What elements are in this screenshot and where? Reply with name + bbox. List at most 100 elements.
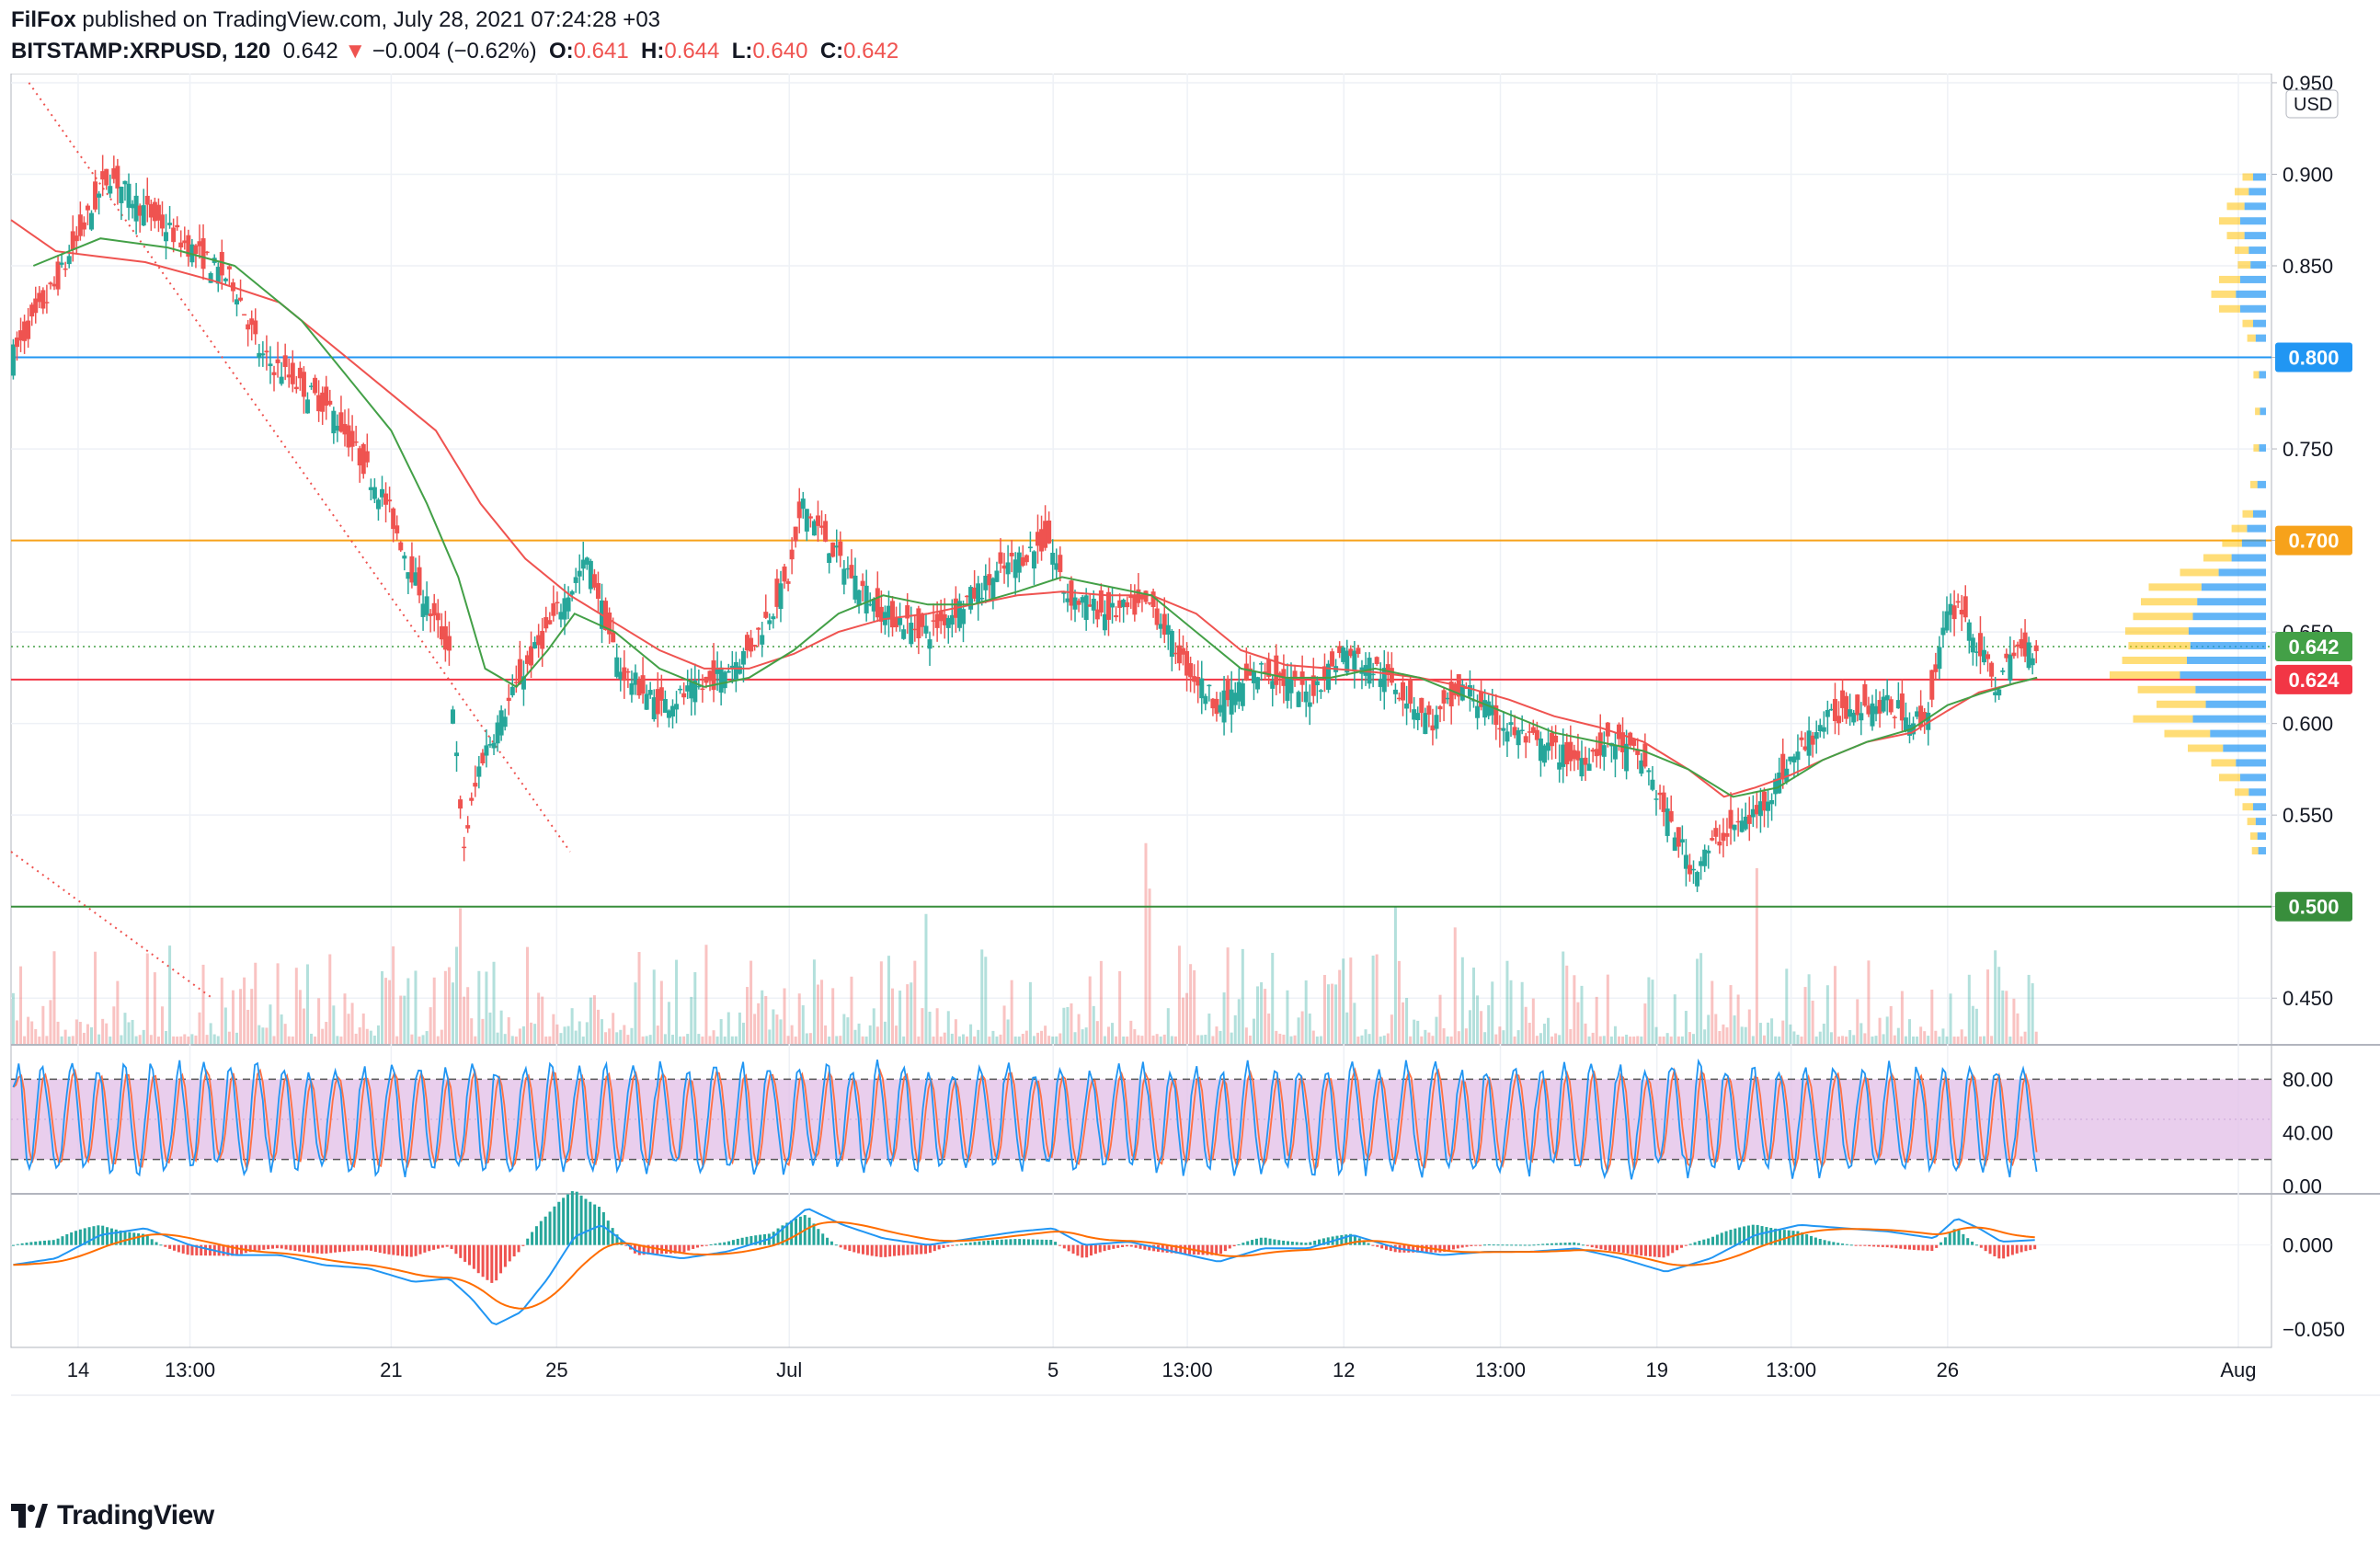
volume-bar: [839, 1036, 842, 1044]
volume-bar: [1502, 1030, 1505, 1044]
candle-body: [1639, 760, 1644, 774]
volume-bar: [183, 1034, 187, 1044]
candle-body: [1288, 680, 1294, 693]
macd-histogram-bar: [275, 1244, 279, 1249]
volume-bar: [1811, 1000, 1814, 1044]
macd-histogram-bar: [392, 1244, 395, 1255]
volume-bar: [950, 1033, 954, 1044]
volume-bar: [1762, 1035, 1766, 1044]
volume-bar: [172, 1036, 176, 1044]
macd-histogram-bar: [1376, 1244, 1379, 1247]
candle-body: [566, 597, 571, 612]
volume-bar: [1658, 1036, 1662, 1044]
brand-name[interactable]: TradingView: [57, 1500, 214, 1530]
volume-bar: [112, 1006, 116, 1044]
candle-body: [603, 601, 609, 631]
volume-profile-down: [2157, 700, 2206, 708]
volume-bar: [518, 1028, 521, 1044]
candle-body: [1926, 712, 1931, 730]
candle-body: [1721, 832, 1726, 842]
candle-body: [1091, 598, 1096, 611]
candle-body: [577, 570, 582, 577]
volume-bar: [503, 1034, 507, 1044]
macd-histogram-bar: [190, 1244, 194, 1255]
candle-body: [226, 266, 232, 269]
macd-histogram-bar: [1774, 1228, 1778, 1245]
candle-body: [1624, 743, 1630, 772]
volume-bar: [1833, 966, 1836, 1044]
volume-bar: [790, 1025, 794, 1044]
candle-body: [1594, 749, 1599, 757]
macd-histogram-bar: [1599, 1244, 1603, 1250]
macd-histogram-bar: [740, 1237, 744, 1245]
symbol-label[interactable]: BITSTAMP:XRPUSD, 120: [11, 39, 271, 63]
volume-bar: [384, 978, 388, 1044]
macd-histogram-bar: [557, 1201, 561, 1245]
volume-bar: [1300, 1011, 1304, 1044]
candle-body: [51, 283, 57, 287]
volume-profile-up: [2259, 444, 2266, 453]
volume-bar: [1919, 1026, 1923, 1044]
volume-bar: [30, 1021, 34, 1044]
volume-bar: [656, 1026, 659, 1044]
macd-histogram-bar: [262, 1244, 266, 1250]
candle-body: [1389, 668, 1394, 683]
volume-bar: [403, 995, 406, 1044]
volume-bar: [533, 1024, 537, 1044]
macd-histogram-bar: [1648, 1244, 1652, 1257]
macd-histogram-bar: [1416, 1244, 1420, 1253]
volume-bar: [1636, 1036, 1640, 1044]
candle-body: [956, 601, 962, 628]
macd-histogram-bar: [1715, 1234, 1719, 1245]
candle-body: [1597, 732, 1603, 756]
candle-body: [864, 585, 869, 613]
volume-profile-up: [2186, 656, 2266, 664]
volume-profile-down: [2222, 539, 2242, 547]
candle-body: [133, 195, 139, 222]
candle-body: [342, 424, 348, 435]
macd-histogram-bar: [718, 1243, 722, 1245]
macd-histogram-bar: [315, 1244, 319, 1254]
macd-histogram-bar: [159, 1244, 163, 1246]
candle-body: [22, 321, 28, 341]
candle-body: [40, 290, 46, 309]
macd-histogram-bar: [1581, 1244, 1585, 1246]
volume-bar: [1647, 977, 1651, 1044]
macd-histogram-bar: [723, 1242, 727, 1245]
volume-bar: [761, 990, 764, 1044]
candle-body: [524, 655, 530, 664]
candle-body: [629, 682, 635, 695]
macd-histogram-bar: [1653, 1244, 1656, 1257]
candle-body: [1970, 637, 1975, 653]
candle-body: [1173, 652, 1178, 655]
candle-body: [2008, 654, 2013, 681]
volume-bar: [544, 1036, 548, 1044]
candle-body: [360, 443, 366, 475]
macd-histogram-bar: [924, 1244, 928, 1255]
candle-body: [1154, 608, 1160, 625]
candle-body: [1810, 735, 1815, 745]
publisher-name[interactable]: FilFox: [11, 7, 76, 32]
candle-body: [771, 616, 776, 620]
candle-body: [823, 521, 829, 542]
volume-bar: [321, 1028, 325, 1044]
macd-histogram-bar: [1904, 1244, 1907, 1250]
candle-body: [1982, 649, 1987, 663]
macd-histogram-bar: [78, 1229, 82, 1245]
volume-bar: [23, 1036, 27, 1044]
macd-histogram-bar: [1456, 1244, 1459, 1249]
candle-body: [155, 204, 161, 221]
volume-bar: [418, 1037, 421, 1044]
macd-histogram-bar: [1380, 1244, 1384, 1249]
volume-bar: [1248, 1035, 1252, 1044]
chart-canvas[interactable]: 0.9500.9000.8500.8000.7500.7000.6500.600…: [0, 74, 2380, 1490]
candle-body: [439, 625, 444, 640]
volume-bar: [875, 1026, 879, 1044]
volume-bar: [1353, 1003, 1356, 1044]
volume-bar: [1200, 1035, 1204, 1044]
candle-body: [223, 278, 228, 281]
time-tick-label: 12: [1333, 1358, 1355, 1381]
stochastic-d-line: [12, 1067, 2038, 1175]
volume-bar: [1338, 969, 1342, 1044]
candle-body: [1799, 737, 1804, 740]
